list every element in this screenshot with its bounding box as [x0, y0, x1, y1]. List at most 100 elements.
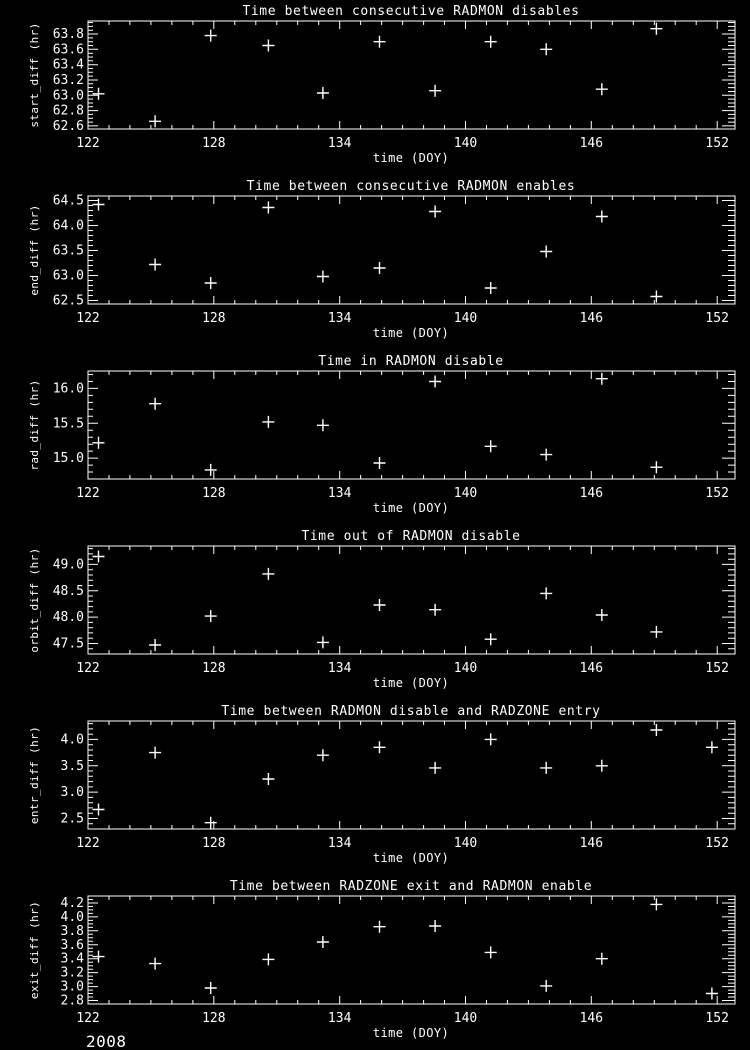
data-point-marker [595, 210, 608, 223]
y-tick-label: 63.8 [53, 27, 84, 42]
x-tick-label: 122 [76, 486, 99, 501]
x-tick-label: 140 [454, 486, 477, 501]
plot-frame [87, 545, 736, 655]
data-point-marker [650, 290, 663, 303]
data-point-marker [595, 83, 608, 96]
y-tick-label: 49.0 [53, 557, 84, 572]
data-point-marker [429, 761, 442, 774]
x-tick-label: 122 [76, 136, 99, 151]
y-axis-label: orbit_diff (hr) [28, 547, 41, 652]
data-point-marker [204, 277, 217, 289]
x-tick-label: 134 [328, 1011, 352, 1026]
x-tick-marks [87, 21, 718, 129]
data-point-marker [650, 461, 663, 474]
data-point-marker [262, 953, 275, 966]
x-tick-label: 152 [705, 1011, 728, 1026]
x-tick-marks [87, 896, 718, 1004]
data-point-marker [650, 22, 663, 35]
y-tick-label: 2.5 [61, 811, 84, 826]
scatter-panel-3: Time in RADMON disable 122 128 134 140 146 152… [28, 354, 736, 515]
data-point-marker [650, 724, 663, 736]
x-axis-label: time (DOY) [373, 501, 449, 515]
year-label: 2008 [86, 1032, 127, 1050]
data-point-marker [92, 803, 105, 816]
plot-frame [87, 195, 736, 305]
x-tick-label: 140 [454, 136, 477, 151]
x-tick-label: 152 [705, 136, 728, 151]
data-point-marker [429, 375, 442, 388]
y-tick-label: 3.0 [61, 785, 84, 800]
x-tick-label: 128 [202, 311, 225, 326]
scatter-panel-4: Time out of RADMON disable 122 128 134 140 14… [28, 529, 736, 690]
y-tick-label: 63.0 [53, 269, 84, 284]
data-point-marker [92, 950, 105, 963]
y-tick-label: 64.5 [53, 194, 84, 209]
data-point-marker [262, 773, 275, 785]
y-tick-label: 4.2 [61, 896, 84, 911]
plot-title: Time between RADMON disable and RADZONE … [221, 704, 600, 719]
y-tick-label: 63.2 [53, 73, 84, 88]
data-point-marker [540, 448, 553, 461]
x-tick-label: 146 [580, 1011, 603, 1026]
data-point-marker [429, 205, 442, 218]
data-point-marker [316, 936, 329, 948]
y-tick-label: 3.6 [61, 938, 84, 953]
data-point-marker [373, 262, 386, 274]
y-tick-label: 62.6 [53, 119, 84, 134]
y-tick-label: 3.8 [61, 924, 84, 939]
data-point-marker [484, 946, 497, 959]
data-point-marker [705, 741, 718, 754]
data-point-marker [373, 35, 386, 48]
data-point-marker [540, 245, 553, 258]
data-point-marker [316, 419, 329, 432]
plot-title: Time in RADMON disable [318, 354, 503, 369]
data-point-marker [429, 603, 442, 616]
scatter-panel-2: Time between consecutive RADMON enables 1… [28, 179, 736, 340]
data-point-marker [540, 979, 553, 992]
x-tick-label: 128 [202, 661, 225, 676]
x-tick-label: 152 [705, 486, 728, 501]
y-axis-label: end_diff (hr) [28, 204, 41, 295]
plot-title: Time between consecutive RADMON disables [242, 4, 579, 19]
data-point-marker [204, 816, 217, 829]
data-point-marker [373, 741, 386, 754]
x-tick-label: 146 [580, 311, 603, 326]
data-point-marker [149, 957, 162, 970]
x-tick-label: 146 [580, 136, 603, 151]
data-point-marker [149, 258, 162, 271]
data-point-marker [316, 270, 329, 283]
plot-title: Time between RADZONE exit and RADMON ena… [230, 879, 592, 894]
x-axis-label: time (DOY) [373, 676, 449, 690]
x-tick-label: 140 [454, 836, 477, 851]
data-point-marker [262, 567, 275, 580]
y-tick-label: 63.0 [53, 88, 84, 103]
data-point-marker [149, 746, 162, 759]
data-point-marker [540, 587, 553, 600]
data-point-marker [484, 440, 497, 453]
y-tick-label: 3.4 [61, 952, 85, 967]
data-point-marker [540, 43, 553, 56]
plot-title: Time between consecutive RADMON enables [247, 179, 576, 194]
y-tick-marks [88, 723, 735, 830]
data-point-marker [373, 920, 386, 933]
data-point-marker [484, 633, 497, 646]
x-axis-label: time (DOY) [373, 851, 449, 865]
data-point-marker [705, 987, 718, 1000]
data-point-marker [92, 436, 105, 449]
data-point-marker [540, 761, 553, 774]
x-axis-label: time (DOY) [373, 1026, 449, 1040]
data-point-marker [650, 898, 663, 911]
x-tick-label: 146 [580, 486, 603, 501]
y-tick-marks [88, 22, 735, 127]
y-tick-label: 64.0 [53, 219, 84, 234]
data-point-marker [262, 39, 275, 52]
x-tick-label: 140 [454, 1011, 477, 1026]
y-tick-label: 15.5 [53, 416, 84, 431]
y-tick-label: 3.5 [61, 759, 84, 774]
y-tick-label: 63.4 [53, 58, 84, 73]
data-point-marker [204, 610, 217, 623]
x-tick-label: 146 [580, 661, 603, 676]
data-point-marker [429, 920, 442, 932]
x-tick-label: 152 [705, 661, 728, 676]
